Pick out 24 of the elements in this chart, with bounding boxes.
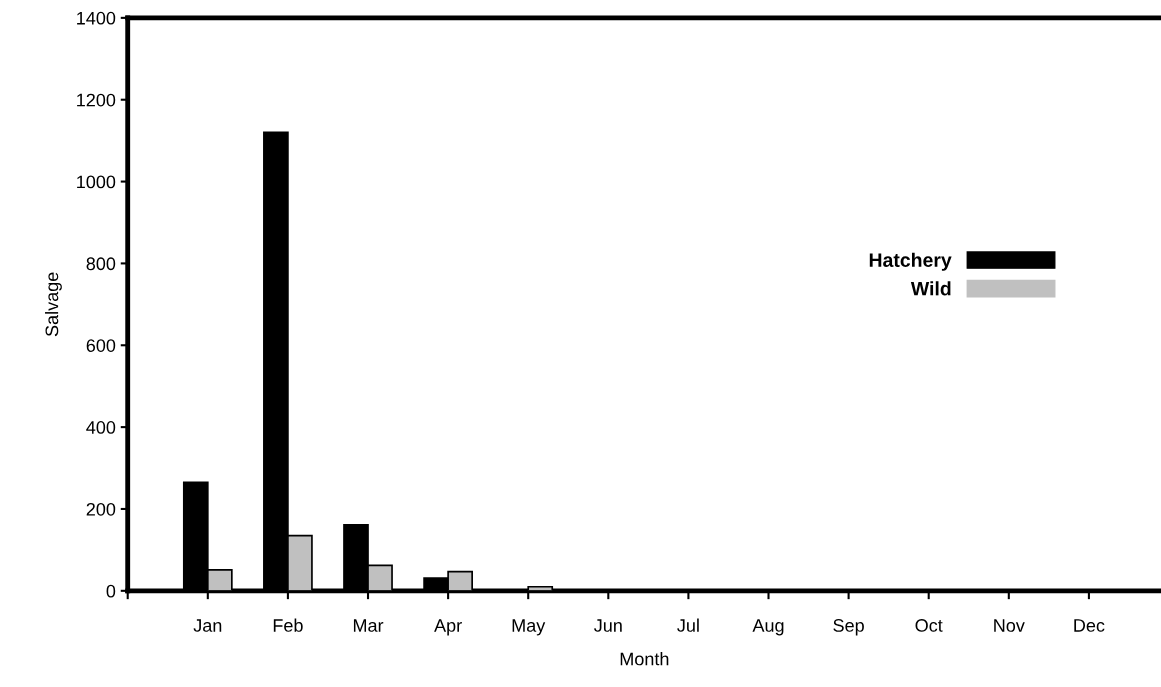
y-tick-label: 200 bbox=[86, 502, 116, 516]
x-tick-label: Nov bbox=[994, 619, 1025, 632]
x-axis-title: Month bbox=[620, 652, 669, 666]
y-tick-label: 1200 bbox=[77, 93, 116, 107]
y-tick-label: 1400 bbox=[77, 11, 116, 25]
x-tick-label: Aug bbox=[752, 619, 784, 636]
legend-label: Wild bbox=[910, 281, 951, 296]
x-tick-label: Oct bbox=[915, 619, 943, 632]
y-tick-label: 600 bbox=[86, 339, 116, 352]
x-tick-label: Dec bbox=[1074, 619, 1105, 632]
y-tick-label: 1000 bbox=[77, 175, 116, 189]
legend-label: Hatchery bbox=[869, 252, 952, 271]
x-tick-label: Mar bbox=[353, 619, 384, 632]
y-axis-title: Salvage bbox=[45, 272, 62, 337]
y-tick-label: 400 bbox=[86, 421, 116, 434]
x-tick-label: Jan bbox=[193, 619, 222, 632]
x-tick-label: Jul bbox=[677, 618, 699, 632]
x-tick-label: May bbox=[512, 619, 546, 636]
y-tick-label: 0 bbox=[106, 584, 116, 598]
x-tick-label: Sep bbox=[833, 619, 864, 636]
y-tick-label: 800 bbox=[86, 257, 116, 271]
x-tick-label: Apr bbox=[434, 619, 462, 636]
x-tick-label: Feb bbox=[273, 618, 303, 632]
x-tick-label: Jun bbox=[594, 619, 622, 632]
